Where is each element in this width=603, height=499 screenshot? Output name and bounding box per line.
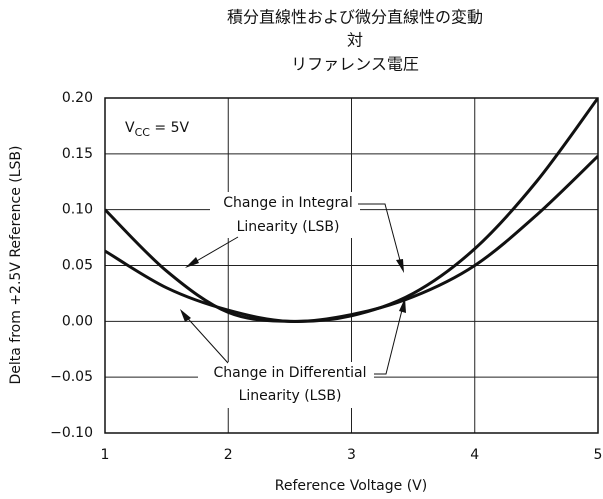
annotation: Change in Integral: [223, 195, 352, 211]
condition-rest: = 5V: [150, 120, 190, 136]
y-tick-label: 0.20: [62, 90, 93, 106]
y-tick-label: 0.05: [62, 258, 93, 274]
label-bg: [210, 192, 360, 238]
arrow: [181, 311, 229, 364]
arrowhead: [396, 259, 404, 273]
arrowhead: [185, 257, 199, 268]
label-bg: [122, 112, 208, 142]
arrow: [374, 301, 405, 375]
chart-title: リファレンス電圧: [291, 55, 419, 74]
annotation: Linearity (LSB): [239, 388, 342, 404]
x-tick-label: 2: [224, 447, 233, 463]
plot-area: −0.10 −0.05 0.00 0.05 0.10 0.15 0.20 1 2 3 4 5: [50, 90, 602, 463]
x-tick-label: 3: [347, 447, 356, 463]
condition-sub: CC: [135, 126, 151, 139]
annotations: VCC = 5V Change in Integral Linearity (L…: [122, 112, 406, 408]
condition-label: VCC = 5V: [125, 120, 189, 139]
y-tick-label: −0.10: [50, 425, 93, 441]
x-axis-label: Reference Voltage (V): [275, 478, 427, 494]
annotation: Linearity (LSB): [237, 219, 340, 235]
arrowhead: [399, 298, 406, 313]
annotation: Change in Differential: [214, 365, 367, 381]
y-tick-label: 0.00: [62, 313, 93, 329]
y-axis-label: Delta from +2.5V Reference (LSB): [8, 145, 24, 384]
arrowhead: [180, 309, 191, 322]
series-line: [105, 154, 598, 323]
label-bg: [198, 362, 374, 408]
chart-title: 対: [347, 31, 363, 50]
plot-frame: [104, 97, 599, 434]
arrow: [358, 203, 403, 269]
chart-title: 積分直線性および微分直線性の変動: [227, 8, 483, 27]
y-tick-label: 0.15: [62, 146, 93, 162]
x-tick-label: 4: [470, 447, 479, 463]
condition-main: V: [125, 120, 135, 136]
x-tick-label: 1: [101, 447, 110, 463]
y-tick-label: −0.05: [50, 369, 93, 385]
x-tick-label: 5: [594, 447, 603, 463]
y-tick-label: 0.10: [62, 202, 93, 218]
arrowheads: [180, 257, 406, 322]
